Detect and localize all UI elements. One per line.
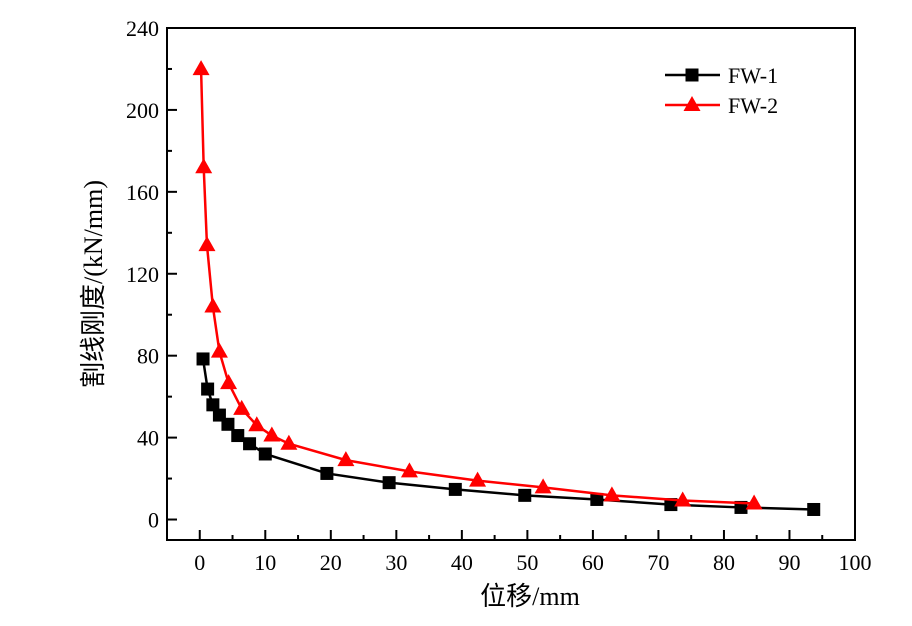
data-point (280, 434, 298, 450)
data-point (204, 297, 222, 313)
data-point (674, 491, 692, 507)
data-point (231, 429, 245, 443)
data-point (210, 342, 228, 358)
data-point (807, 502, 821, 516)
data-point (469, 471, 487, 487)
x-tick-label: 50 (516, 550, 538, 575)
x-tick-label: 30 (385, 550, 407, 575)
data-point (664, 498, 678, 512)
x-tick-label: 0 (194, 550, 205, 575)
x-tick-label: 10 (254, 550, 276, 575)
data-point (201, 382, 215, 396)
data-point (258, 447, 272, 461)
x-tick-label: 90 (778, 550, 800, 575)
series-group (192, 60, 821, 516)
data-point (337, 451, 355, 467)
data-point (745, 494, 763, 510)
x-tick-label: 70 (647, 550, 669, 575)
x-tick-label: 80 (713, 550, 735, 575)
legend-marker (685, 68, 699, 82)
data-point (195, 158, 213, 174)
data-point (534, 478, 552, 494)
y-tick-label: 200 (126, 98, 159, 123)
legend-item: FW-2 (665, 93, 778, 118)
x-tick-label: 100 (839, 550, 872, 575)
data-point (196, 352, 210, 366)
y-tick-label: 240 (126, 16, 159, 41)
series-FW-2 (192, 60, 763, 510)
data-point (233, 399, 251, 415)
plot-frame (166, 27, 856, 541)
x-tick-label: 60 (582, 550, 604, 575)
data-point (382, 476, 396, 490)
x-tick-label: 20 (320, 550, 342, 575)
legend-item: FW-1 (665, 63, 778, 88)
data-point (320, 466, 334, 480)
axis-ticks: 0 10 20 30 40 50 60 70 80 90 100 0 40 80 120 160 200 240 (126, 16, 872, 575)
data-point (448, 482, 462, 496)
data-point (198, 236, 216, 252)
series-line (201, 358, 814, 511)
y-tick-label: 160 (126, 180, 159, 205)
y-tick-label: 40 (137, 426, 159, 451)
data-point (206, 398, 220, 412)
legend: FW-1 FW-2 (665, 63, 778, 118)
y-tick-label: 120 (126, 262, 159, 287)
data-point (221, 417, 235, 431)
data-point (603, 486, 621, 502)
data-point (243, 437, 257, 451)
x-axis-label: 位移/mm (480, 582, 580, 611)
y-tick-label: 80 (137, 344, 159, 369)
series-FW-1 (196, 352, 821, 516)
legend-label: FW-1 (728, 63, 778, 88)
y-axis-label: 割线刚度/(kN/mm) (79, 180, 108, 388)
data-point (518, 488, 532, 502)
legend-marker (683, 96, 701, 111)
data-point (192, 60, 210, 76)
legend-label: FW-2 (728, 93, 778, 118)
data-point (400, 462, 418, 478)
data-point (590, 492, 604, 506)
y-tick-label: 0 (148, 508, 159, 533)
data-point (248, 416, 266, 432)
data-point (220, 374, 238, 390)
series-line (199, 69, 755, 505)
x-tick-label: 40 (451, 550, 473, 575)
data-point (263, 426, 281, 442)
